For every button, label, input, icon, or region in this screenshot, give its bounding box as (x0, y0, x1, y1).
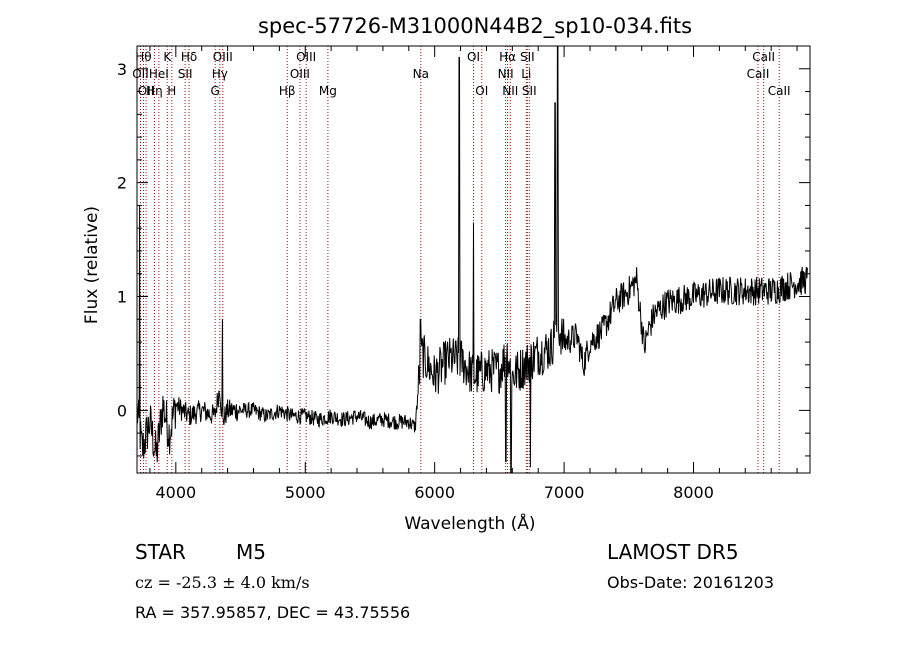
y-axis-label: Flux (relative) (82, 206, 102, 324)
line-label: NII (498, 67, 514, 81)
line-label: CaII (768, 84, 791, 98)
line-label: CaII (752, 50, 775, 64)
y-tick-label: 0 (117, 401, 127, 420)
line-label: K (163, 50, 172, 64)
line-label: Hα (499, 50, 516, 64)
y-tick-label: 1 (117, 288, 127, 307)
line-label: Hβ (279, 84, 296, 98)
line-label: SII (522, 84, 537, 98)
spectrum-line (136, 45, 808, 474)
line-label: OIII (213, 50, 233, 64)
x-axis-ticks: 4000 5000 6000 7000 8000 (149, 46, 798, 502)
line-label: OIII (290, 67, 310, 81)
line-label: Li (521, 67, 531, 81)
line-label: OII (132, 67, 149, 81)
line-label: OIII (296, 50, 316, 64)
redshift-velocity: cz = -25.3 ± 4.0 km/s (135, 573, 310, 592)
x-tick-label: 4000 (155, 483, 196, 502)
line-label: NII (502, 84, 518, 98)
line-label: OII (138, 84, 155, 98)
x-axis-label: Wavelength (Å) (404, 512, 535, 534)
y-tick-label: 3 (117, 60, 127, 79)
line-label: H (167, 84, 176, 98)
line-label: Hγ (212, 67, 228, 81)
plot-area (136, 45, 808, 474)
line-label: OI (467, 50, 480, 64)
x-tick-label: 5000 (285, 483, 326, 502)
line-label: G (211, 84, 220, 98)
line-label: Hη (146, 84, 163, 98)
y-axis-ticks: 0 1 2 3 (117, 60, 810, 457)
line-label: Mg (319, 84, 337, 98)
x-tick-label: 7000 (544, 483, 585, 502)
y-tick-label: 2 (117, 174, 127, 193)
x-tick-label: 6000 (414, 483, 455, 502)
x-tick-label: 8000 (673, 483, 714, 502)
line-label: SII (520, 50, 535, 64)
object-type: STAR (135, 540, 186, 564)
line-label: SII (178, 67, 193, 81)
plot-frame (136, 45, 811, 474)
chart-title: spec-57726-M31000N44B2_sp10-034.fits (258, 14, 692, 39)
spectral-line-markers (139, 46, 780, 473)
observation-date: Obs-Date: 20161203 (607, 573, 775, 592)
survey-name: LAMOST DR5 (607, 540, 739, 564)
line-label: CaII (747, 67, 770, 81)
line-label: OI (475, 84, 488, 98)
spectral-line-labels: OIIHθOIIHηHeIKHSIIHδGHγOIIIHβOIIIOIIIMgN… (132, 50, 790, 98)
line-label: HeI (149, 67, 169, 81)
line-label: Na (413, 67, 429, 81)
sky-coordinates: RA = 357.95857, DEC = 43.75556 (135, 603, 411, 622)
line-label: Hθ (135, 50, 151, 64)
object-subclass: M5 (236, 540, 266, 564)
line-label: Hδ (181, 50, 197, 64)
